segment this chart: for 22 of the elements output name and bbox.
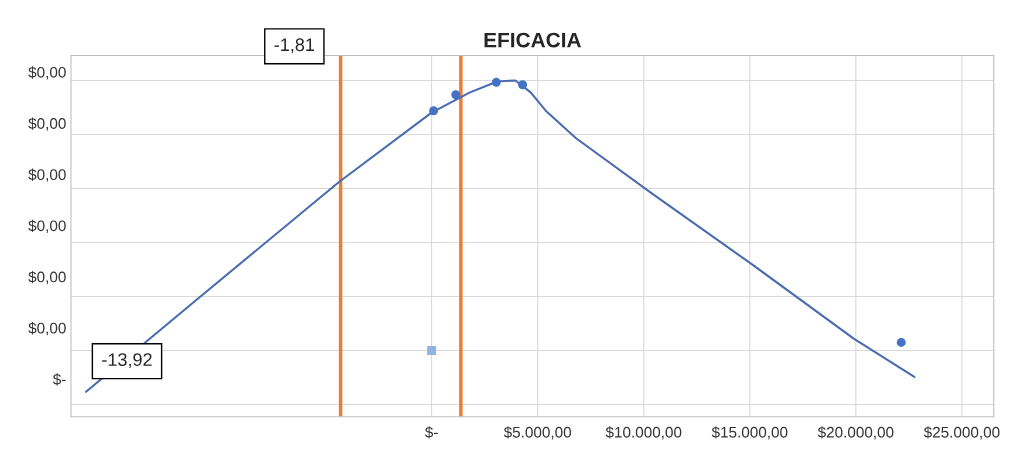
- point: [491, 77, 501, 87]
- text: $0,00: [28, 322, 66, 336]
- point: [896, 337, 906, 347]
- text: -1,81: [274, 38, 315, 54]
- x-tick-label: $20.000,00: [817, 426, 894, 440]
- point: [429, 106, 439, 116]
- point: [518, 80, 528, 90]
- text: $0,00: [28, 117, 66, 131]
- x-tick-label: $-: [424, 426, 438, 439]
- point: [427, 345, 437, 355]
- x-tick-label: $5.000,00: [503, 426, 572, 440]
- text: $0,00: [28, 270, 66, 285]
- point: [451, 90, 461, 100]
- chart-title: EFICACIA: [484, 32, 581, 48]
- x-tick-label: $10.000,00: [605, 426, 682, 440]
- x-tick-label: $25.000,00: [923, 426, 1000, 440]
- text: $-: [52, 373, 66, 386]
- text: $0,00: [28, 168, 66, 182]
- x-tick-label: $15.000,00: [711, 426, 788, 440]
- text: $0,00: [28, 66, 66, 80]
- annotation: -13,92: [102, 353, 152, 369]
- text: $0,00: [28, 219, 66, 234]
